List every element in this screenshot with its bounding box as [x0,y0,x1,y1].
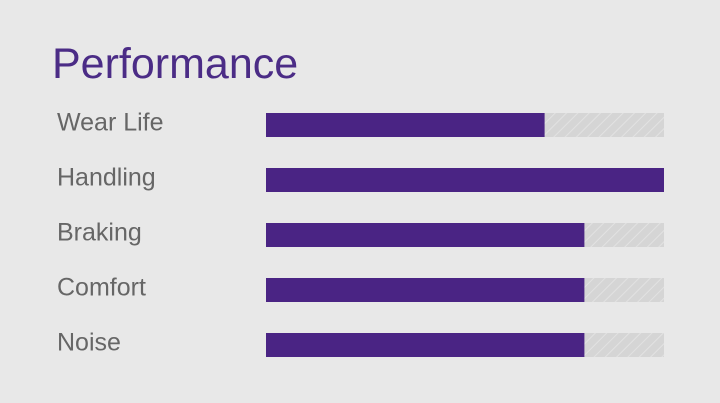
bar [266,113,545,137]
category-label: Handling [57,164,156,192]
bar [266,168,664,192]
bar [266,333,585,357]
category-label: Noise [57,329,121,357]
bar [266,278,585,302]
chart-title: Performance [52,40,298,88]
category-label: Wear Life [57,109,164,137]
category-label: Comfort [57,274,146,302]
bar [266,223,585,247]
category-label: Braking [57,219,142,247]
